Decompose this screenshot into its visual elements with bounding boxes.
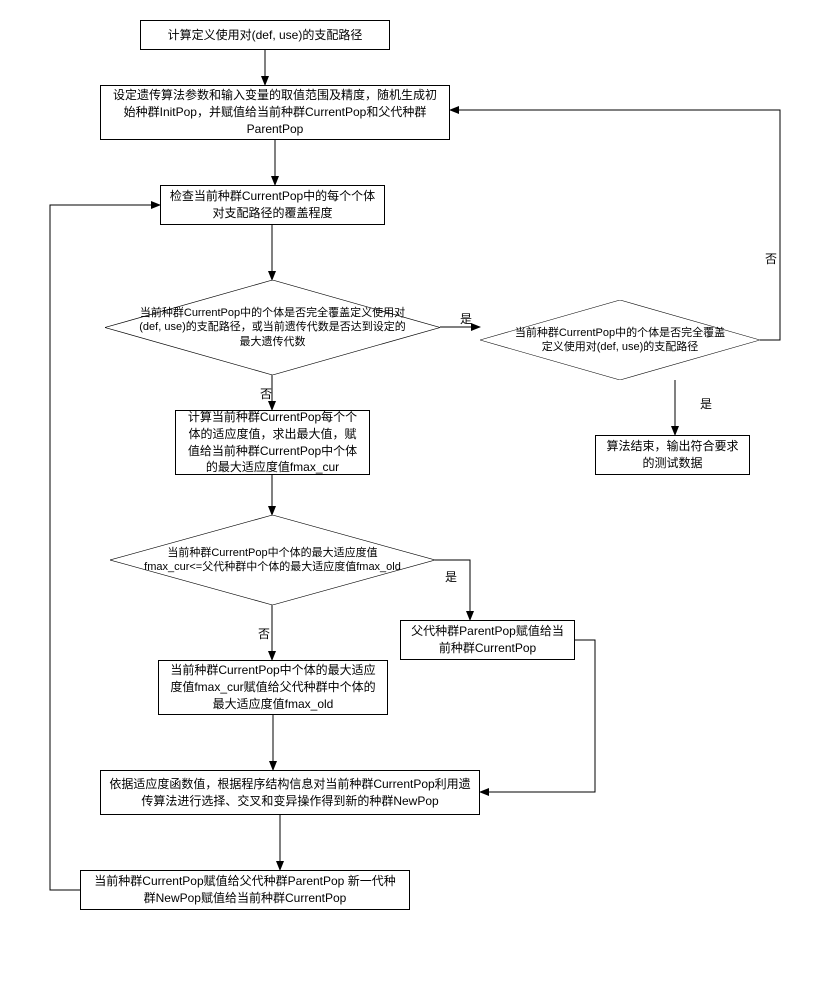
label-no-2: 否	[765, 250, 777, 267]
node-fmax-assign: 当前种群CurrentPop中个体的最大适应度值fmax_cur赋值给父代种群中…	[158, 660, 388, 715]
decision-full-coverage: 当前种群CurrentPop中的个体是否完全覆盖定义使用对(def, use)的…	[480, 300, 760, 380]
node-ga-operations: 依据适应度函数值，根据程序结构信息对当前种群CurrentPop利用遗传算法进行…	[100, 770, 480, 815]
decision-text: 当前种群CurrentPop中的个体是否完全覆盖定义使用对(def, use)的…	[480, 326, 760, 355]
node-text: 检查当前种群CurrentPop中的每个个体对支配路径的覆盖程度	[169, 188, 376, 222]
node-pop-assign: 当前种群CurrentPop赋值给父代种群ParentPop 新一代种群NewP…	[80, 870, 410, 910]
node-text: 当前种群CurrentPop赋值给父代种群ParentPop 新一代种群NewP…	[89, 873, 401, 907]
decision-text: 当前种群CurrentPop中的个体是否完全覆盖定义使用对(def, use)的…	[105, 306, 440, 349]
label-no-1: 否	[260, 385, 272, 402]
flowchart-edges	[0, 0, 815, 1000]
label-yes-2: 是	[700, 395, 712, 412]
node-text: 父代种群ParentPop赋值给当前种群CurrentPop	[409, 623, 566, 657]
decision-text: 当前种群CurrentPop中个体的最大适应度值fmax_cur<=父代种群中个…	[110, 546, 435, 575]
node-compute-path: 计算定义使用对(def, use)的支配路径	[140, 20, 390, 50]
node-text: 计算当前种群CurrentPop每个个体的适应度值，求出最大值，赋值给当前种群C…	[184, 409, 361, 476]
label-yes-3: 是	[445, 568, 457, 585]
node-text: 设定遗传算法参数和输入变量的取值范围及精度，随机生成初始种群InitPop，并赋…	[109, 87, 441, 137]
node-init-params: 设定遗传算法参数和输入变量的取值范围及精度，随机生成初始种群InitPop，并赋…	[100, 85, 450, 140]
decision-fmax-compare: 当前种群CurrentPop中个体的最大适应度值fmax_cur<=父代种群中个…	[110, 515, 435, 605]
node-check-coverage: 检查当前种群CurrentPop中的每个个体对支配路径的覆盖程度	[160, 185, 385, 225]
node-text: 依据适应度函数值，根据程序结构信息对当前种群CurrentPop利用遗传算法进行…	[109, 776, 471, 810]
node-text: 计算定义使用对(def, use)的支配路径	[168, 27, 363, 44]
node-text: 当前种群CurrentPop中个体的最大适应度值fmax_cur赋值给父代种群中…	[167, 662, 379, 712]
label-yes-1: 是	[460, 310, 472, 327]
label-no-3: 否	[258, 625, 270, 642]
node-parent-assign: 父代种群ParentPop赋值给当前种群CurrentPop	[400, 620, 575, 660]
node-end-output: 算法结束，输出符合要求的测试数据	[595, 435, 750, 475]
node-text: 算法结束，输出符合要求的测试数据	[604, 438, 741, 472]
node-compute-fitness: 计算当前种群CurrentPop每个个体的适应度值，求出最大值，赋值给当前种群C…	[175, 410, 370, 475]
decision-coverage-or-gen: 当前种群CurrentPop中的个体是否完全覆盖定义使用对(def, use)的…	[105, 280, 440, 375]
